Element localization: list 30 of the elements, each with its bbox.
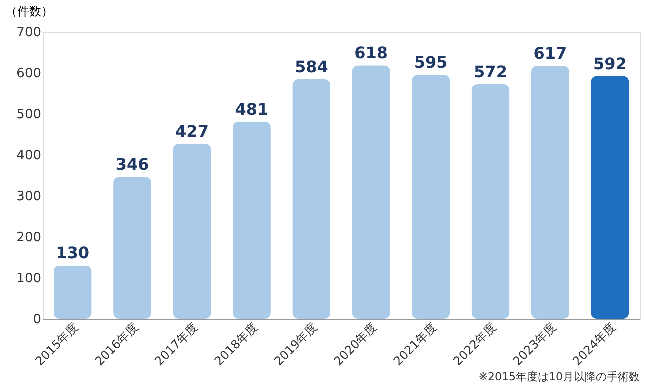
bar [54, 266, 92, 319]
bar [114, 177, 152, 319]
y-tick-label: 100 [16, 272, 42, 286]
bar [292, 80, 331, 319]
data-label: 572 [474, 62, 508, 82]
y-tick-label: 400 [16, 148, 42, 164]
bar [412, 75, 450, 319]
text: ※2015年度は10月以降の手術数 [478, 370, 640, 384]
bar [591, 76, 630, 319]
bar [531, 66, 570, 319]
data-label: 481 [235, 100, 269, 119]
data-label: 592 [593, 54, 627, 74]
data-label: 595 [414, 53, 448, 72]
data-label: 618 [354, 44, 388, 63]
data-label: 584 [294, 58, 328, 77]
y-tick-label: 0 [33, 312, 42, 328]
y-axis-title: （件数） [6, 4, 54, 18]
data-label: 617 [534, 44, 568, 64]
bar [472, 84, 510, 319]
data-label: 346 [116, 155, 150, 174]
y-tick-label: 700 [16, 26, 42, 40]
bar [173, 144, 212, 319]
data-label: 130 [56, 244, 90, 263]
y-tick-label: 500 [16, 108, 42, 122]
bar [232, 122, 271, 319]
y-tick-label: 200 [16, 230, 42, 246]
y-tick-label: 300 [16, 190, 42, 204]
data-label: 427 [176, 122, 209, 141]
bar [352, 66, 390, 319]
y-tick-label: 600 [16, 66, 42, 82]
